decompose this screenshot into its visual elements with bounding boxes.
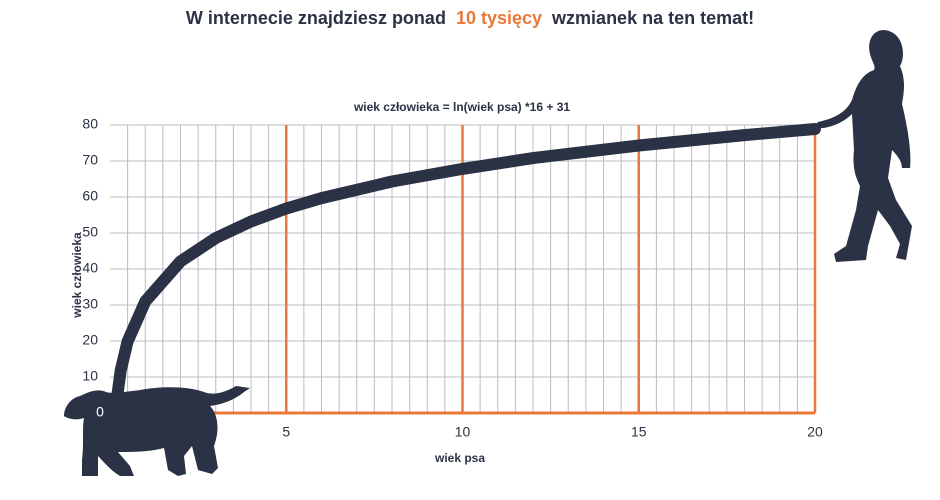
x-tick-label: 5	[282, 424, 290, 440]
data-line	[109, 123, 821, 417]
y-tick-label: 10	[82, 368, 98, 384]
x-axis-label: wiek psa	[434, 451, 485, 465]
y-axis-label: wiek człowieka	[70, 232, 84, 319]
x-tick-label: 10	[455, 424, 471, 440]
y-tick-label: 50	[82, 224, 98, 240]
dog-silhouette	[64, 386, 250, 476]
x-tick-label: 15	[631, 424, 647, 440]
title-part: W internecie znajdziesz ponad	[186, 8, 446, 28]
y-tick-label: 30	[82, 296, 98, 312]
title-highlight: 10 tysięcy	[456, 8, 542, 28]
title-part: wzmianek na ten temat!	[551, 8, 754, 28]
person-silhouette	[812, 30, 912, 262]
y-tick-label: 80	[82, 116, 98, 132]
chart-subtitle: wiek człowieka = ln(wiek psa) *16 + 31	[353, 100, 570, 114]
y-tick-label: 20	[82, 332, 98, 348]
plot: 0	[96, 123, 821, 420]
grid: 10 20 30 40 50 60 70 80 5 10 15 20	[82, 116, 823, 440]
chart-title: W internecie znajdziesz ponad 10 tysięcy…	[186, 8, 754, 28]
x-tick-label: 20	[807, 424, 823, 440]
y-tick-label: 60	[82, 188, 98, 204]
y-tick-label: 70	[82, 152, 98, 168]
y-tick-label: 40	[82, 260, 98, 276]
x-tick-label: 0	[96, 404, 104, 420]
